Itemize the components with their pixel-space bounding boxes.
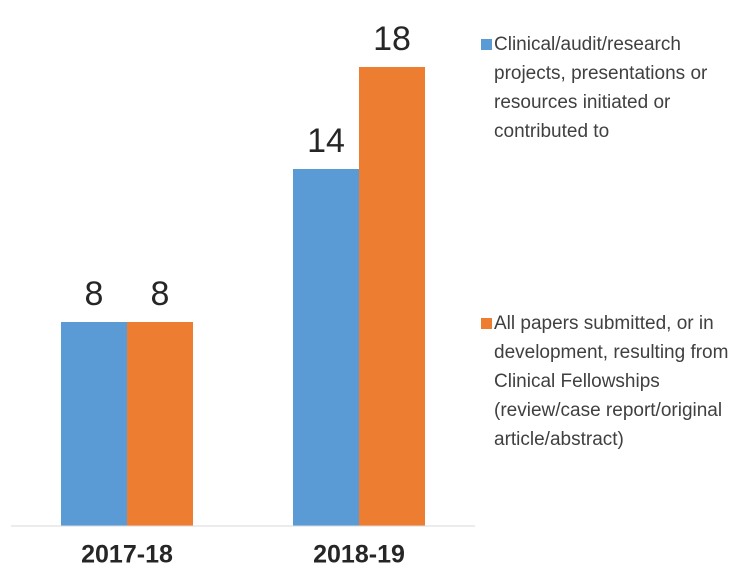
data-label: 18 bbox=[373, 20, 411, 58]
legend-item: All papers submitted, or in development,… bbox=[481, 309, 746, 454]
bar bbox=[127, 322, 193, 526]
legend-label: All papers submitted, or in development,… bbox=[494, 313, 729, 450]
legend-label: Clinical/audit/research projects, presen… bbox=[494, 34, 708, 142]
data-label: 8 bbox=[85, 275, 104, 313]
data-label: 8 bbox=[151, 275, 170, 313]
bar bbox=[359, 67, 425, 526]
legend-swatch bbox=[481, 318, 492, 329]
legend-item: Clinical/audit/research projects, presen… bbox=[481, 30, 746, 146]
x-tick-label: 2017-18 bbox=[81, 541, 173, 569]
legend-swatch bbox=[481, 39, 492, 50]
bar bbox=[293, 169, 359, 526]
bar bbox=[61, 322, 127, 526]
data-label: 14 bbox=[307, 122, 345, 160]
x-tick-label: 2018-19 bbox=[313, 541, 405, 569]
